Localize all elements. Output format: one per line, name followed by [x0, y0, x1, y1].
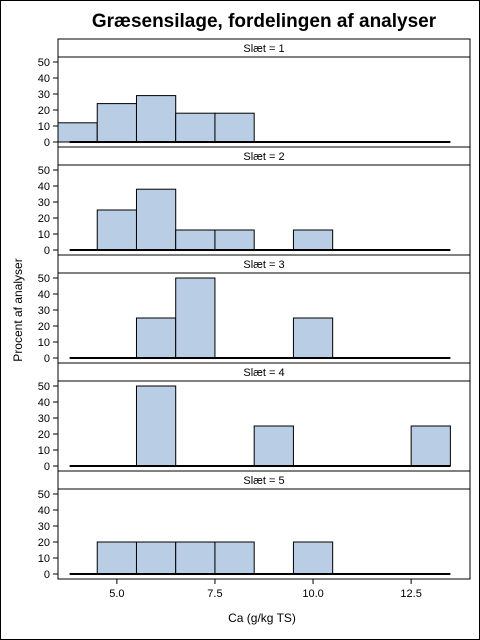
y-tick-label: 40: [38, 397, 50, 409]
y-tick-label: 20: [38, 321, 50, 333]
y-tick-label: 50: [38, 165, 50, 177]
y-tick-label: 50: [38, 489, 50, 501]
histogram-bar: [214, 229, 255, 251]
y-tick-label: 0: [44, 353, 50, 365]
y-tick-label: 10: [38, 553, 50, 565]
y-tick-label: 30: [38, 197, 50, 209]
y-tick-label: 50: [38, 381, 50, 393]
panel-4: Slæt = 4 0 10 20 30 40 50: [38, 362, 471, 473]
histogram-bar: [292, 317, 334, 359]
panel-strip-label: Slæt = 5: [243, 475, 284, 487]
histogram-bar: [135, 95, 177, 143]
y-tick-label: 10: [38, 445, 50, 457]
y-axis-label: Procent af analyser: [11, 258, 25, 361]
panel-strip-label: Slæt = 1: [243, 43, 284, 55]
histogram-bar: [175, 541, 216, 575]
histogram-bar: [214, 541, 255, 575]
y-tick-label: 30: [38, 89, 50, 101]
x-axis-label: Ca (g/kg TS): [228, 611, 296, 625]
y-tick-label: 30: [38, 413, 50, 425]
y-tick-label: 0: [44, 137, 50, 149]
x-tick-label: 12.5: [400, 588, 421, 600]
histogram-bar: [135, 385, 177, 467]
panel-2: Slæt = 2 0 10 20 30 40 50: [38, 146, 471, 257]
y-tick-label: 10: [38, 121, 50, 133]
y-tick-label: 30: [38, 305, 50, 317]
histogram-bar: [292, 541, 334, 575]
x-tick-label: 7.5: [207, 588, 222, 600]
histogram-bar: [175, 277, 216, 359]
histogram-bar: [135, 317, 177, 359]
x-tick-label: 5.0: [109, 588, 124, 600]
y-tick-label: 40: [38, 505, 50, 517]
panel-1: Slæt = 1 0 10 20 30 40 50: [38, 38, 471, 149]
panel-strip-label: Slæt = 2: [243, 151, 284, 163]
y-tick-label: 20: [38, 429, 50, 441]
y-tick-label: 40: [38, 289, 50, 301]
histogram-bar: [96, 541, 137, 575]
histogram-bar: [135, 541, 177, 575]
x-axis: 5.0 7.5 10.0 12.5: [109, 579, 422, 600]
histogram-bar: [175, 112, 216, 143]
y-tick-label: 50: [38, 57, 50, 69]
histogram-bar: [175, 229, 216, 251]
histogram-bar: [214, 112, 255, 143]
panel-plot-area: [57, 272, 471, 364]
y-tick-label: 0: [44, 569, 50, 581]
histogram-bar: [135, 188, 177, 251]
chart-title: Græsensilage, fordelingen af analyser: [92, 11, 437, 32]
histogram-bar: [253, 425, 294, 467]
y-tick-label: 40: [38, 73, 50, 85]
y-tick-label: 40: [38, 181, 50, 193]
y-tick-label: 20: [38, 213, 50, 225]
y-tick-label: 50: [38, 273, 50, 285]
y-tick-label: 0: [44, 461, 50, 473]
histogram-bar: [292, 229, 334, 251]
y-tick-label: 20: [38, 105, 50, 117]
histogram-bar: [57, 122, 98, 143]
panel-strip-label: Slæt = 3: [243, 259, 284, 271]
histogram-bar: [96, 209, 137, 251]
y-tick-label: 10: [38, 337, 50, 349]
y-tick-label: 0: [44, 245, 50, 257]
panel-3: Slæt = 3 0 10 20 30 40 50: [38, 254, 471, 365]
panel-5: Slæt = 5 0 10 20 30 40 50: [38, 470, 471, 581]
histogram-bar: [96, 103, 137, 143]
panel-strip-label: Slæt = 4: [243, 367, 284, 379]
histogram-bar: [410, 425, 451, 467]
y-tick-label: 10: [38, 229, 50, 241]
x-tick-label: 10.0: [302, 588, 323, 600]
y-tick-label: 30: [38, 521, 50, 533]
y-tick-label: 20: [38, 537, 50, 549]
